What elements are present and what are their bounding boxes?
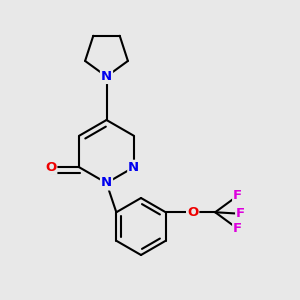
Text: N: N bbox=[101, 176, 112, 190]
Text: O: O bbox=[187, 206, 198, 219]
Text: N: N bbox=[101, 70, 112, 83]
Text: N: N bbox=[128, 161, 139, 174]
Text: F: F bbox=[233, 222, 242, 235]
Text: F: F bbox=[233, 189, 242, 202]
Text: F: F bbox=[236, 207, 245, 220]
Text: O: O bbox=[45, 161, 56, 174]
